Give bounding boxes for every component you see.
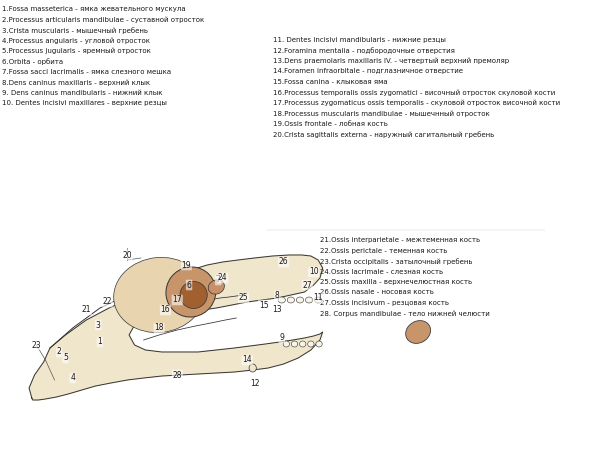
Text: 8: 8 — [275, 292, 280, 301]
Ellipse shape — [278, 297, 286, 303]
Text: 5: 5 — [63, 354, 68, 363]
Text: 1.Fossa masseterica - ямка жевательного мускула: 1.Fossa masseterica - ямка жевательного … — [2, 6, 185, 12]
Text: 28: 28 — [172, 370, 182, 379]
Text: 21.Ossis interparietale - межтеменная кость: 21.Ossis interparietale - межтеменная ко… — [320, 237, 480, 243]
Text: 5.Processus jugularis - яремный отросток: 5.Processus jugularis - яремный отросток — [2, 48, 151, 54]
Text: 11: 11 — [313, 293, 323, 302]
Ellipse shape — [308, 341, 314, 347]
Text: 24.Ossis lacrimale - слезная кость: 24.Ossis lacrimale - слезная кость — [320, 269, 443, 274]
Text: 16: 16 — [161, 306, 170, 315]
Text: 26: 26 — [279, 257, 289, 266]
Ellipse shape — [166, 267, 216, 317]
Text: 15: 15 — [259, 301, 268, 310]
Ellipse shape — [305, 297, 313, 303]
Text: 1: 1 — [98, 338, 103, 346]
Text: 25.Ossis maxilla - верхнечелюстная кость: 25.Ossis maxilla - верхнечелюстная кость — [320, 279, 472, 285]
Ellipse shape — [406, 320, 431, 343]
Polygon shape — [29, 255, 323, 400]
Text: 24: 24 — [218, 274, 227, 283]
Text: 14: 14 — [242, 356, 252, 364]
Text: 21: 21 — [82, 306, 91, 315]
Text: 15.Fossa canina - клыковая яма: 15.Fossa canina - клыковая яма — [272, 79, 388, 85]
Text: 22.Ossis perictale - теменная кость: 22.Ossis perictale - теменная кость — [320, 248, 448, 253]
Text: 13.Dens praemolaris maxillaris IV. - четвертый верхний премоляр: 13.Dens praemolaris maxillaris IV. - чет… — [272, 58, 509, 64]
Text: 27: 27 — [302, 280, 312, 289]
Text: 4.Processus angularis - угловой отросток: 4.Processus angularis - угловой отросток — [2, 37, 150, 44]
Text: 19.Ossis frontale - лобная кость: 19.Ossis frontale - лобная кость — [272, 121, 388, 127]
Ellipse shape — [314, 297, 322, 303]
Text: 26.Ossis nasale - носовая кость: 26.Ossis nasale - носовая кость — [320, 289, 434, 296]
Text: 9. Dens caninus mandibularis - нижний клык: 9. Dens caninus mandibularis - нижний кл… — [2, 90, 163, 96]
Ellipse shape — [296, 297, 304, 303]
Text: 9: 9 — [280, 333, 284, 342]
Text: 2: 2 — [57, 347, 61, 356]
Ellipse shape — [287, 297, 295, 303]
Text: 11. Dentes incisivi mandibularis - нижние резцы: 11. Dentes incisivi mandibularis - нижни… — [272, 37, 446, 43]
Ellipse shape — [180, 282, 207, 309]
Text: 4: 4 — [70, 374, 75, 382]
Text: 28. Corpus mandibulae - тело нижней челюсти: 28. Corpus mandibulae - тело нижней челю… — [320, 310, 490, 317]
Text: 23.Crista occipitalis - затылочный гребень: 23.Crista occipitalis - затылочный гребе… — [320, 258, 472, 265]
Ellipse shape — [316, 341, 322, 347]
Ellipse shape — [283, 341, 290, 347]
Text: 16.Processus temporalis ossis zygomatici - височный отросток скуловой кости: 16.Processus temporalis ossis zygomatici… — [272, 90, 555, 96]
Text: 7.Fossa sacci lacrimalis - ямка слезного мешка: 7.Fossa sacci lacrimalis - ямка слезного… — [2, 69, 171, 75]
Text: 20.Crista sagittalis externa - наружный сагитальный гребень: 20.Crista sagittalis externa - наружный … — [272, 131, 494, 138]
Text: 7: 7 — [216, 275, 221, 284]
Text: 22: 22 — [103, 297, 112, 306]
Text: 20: 20 — [122, 251, 132, 260]
Ellipse shape — [292, 341, 298, 347]
Text: 27.Ossis incisivum - резцовая кость: 27.Ossis incisivum - резцовая кость — [320, 300, 449, 306]
Text: 17.Processus zygomaticus ossis temporalis - скуловой отросток височной кости: 17.Processus zygomaticus ossis temporali… — [272, 100, 560, 107]
Text: 12: 12 — [250, 378, 259, 387]
Text: 18: 18 — [154, 324, 164, 333]
Text: 3.Crista muscularis - мышечный гребень: 3.Crista muscularis - мышечный гребень — [2, 27, 148, 34]
Text: 6.Orbita - орбита: 6.Orbita - орбита — [2, 58, 63, 65]
Text: 10: 10 — [309, 267, 319, 276]
Text: 3: 3 — [96, 320, 101, 329]
Ellipse shape — [208, 280, 224, 294]
Text: 17: 17 — [172, 296, 182, 305]
Text: 13: 13 — [272, 306, 282, 315]
Circle shape — [249, 364, 256, 372]
Text: 18.Processus muscularis mandibulae - мышечнный отросток: 18.Processus muscularis mandibulae - мыш… — [272, 111, 490, 117]
Text: 14.Foramen infraorbitale - подглазничное отверстие: 14.Foramen infraorbitale - подглазничное… — [272, 68, 463, 75]
Text: 25: 25 — [239, 293, 248, 302]
Text: 10. Dentes incisivi maxillares - верхние резцы: 10. Dentes incisivi maxillares - верхние… — [2, 100, 167, 107]
Text: 8.Dens caninus maxillaris - верхний клык: 8.Dens caninus maxillaris - верхний клык — [2, 80, 150, 86]
Ellipse shape — [113, 257, 205, 333]
Text: 19: 19 — [182, 261, 191, 270]
Text: 2.Processus articularis mandibulae - суставной отросток: 2.Processus articularis mandibulae - сус… — [2, 17, 204, 23]
Text: 23: 23 — [32, 341, 41, 350]
Text: 6: 6 — [187, 280, 191, 289]
Ellipse shape — [299, 341, 306, 347]
Text: 12.Foramina mentalia - подбородочные отверстия: 12.Foramina mentalia - подбородочные отв… — [272, 48, 455, 54]
